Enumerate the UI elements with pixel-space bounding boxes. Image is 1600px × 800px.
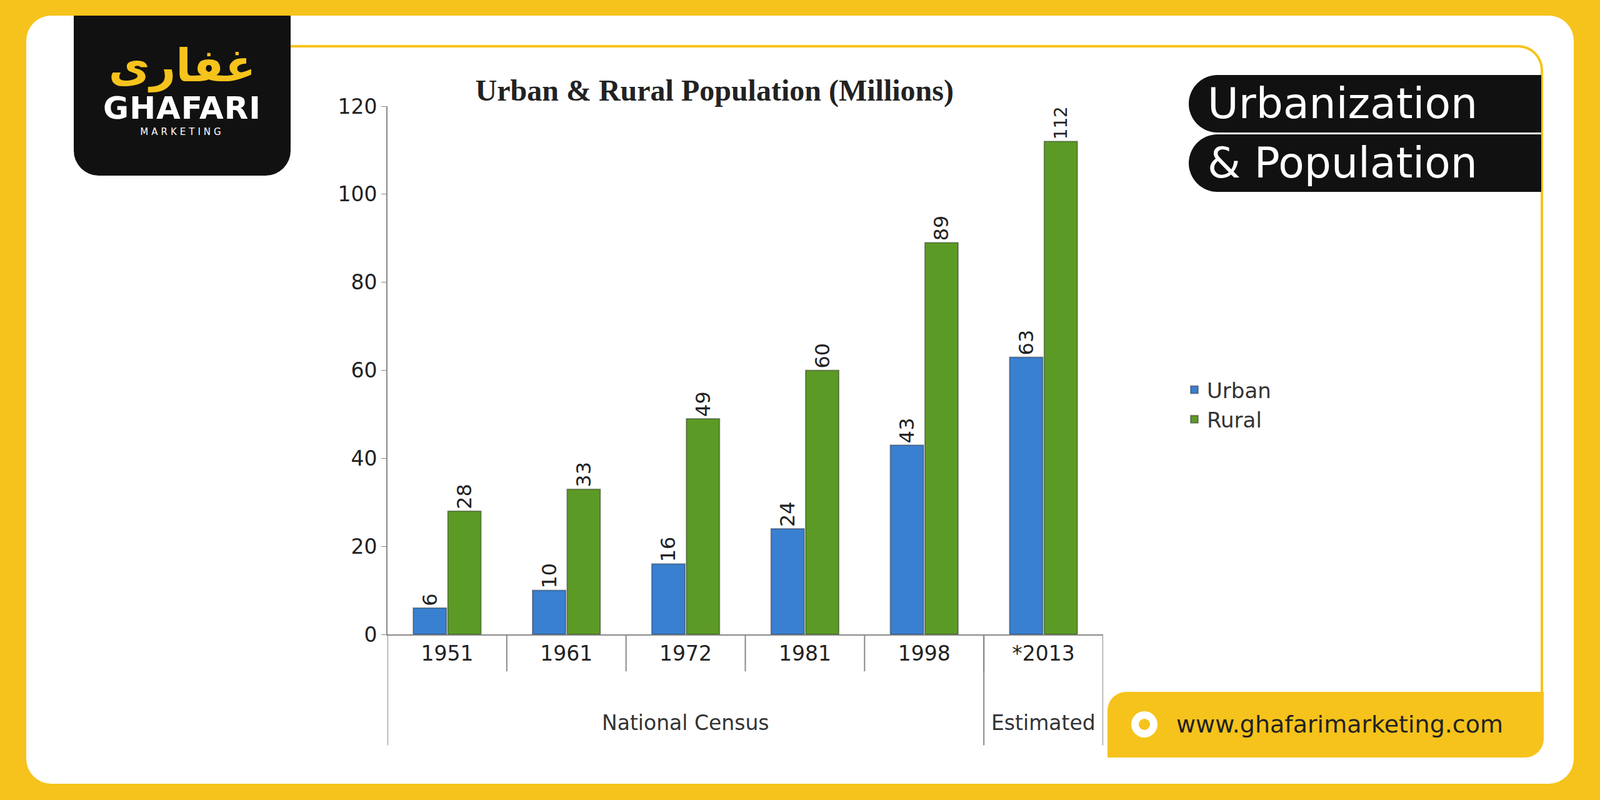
svg-text:112: 112 <box>1050 106 1072 140</box>
svg-text:Urban & Rural Population (Mill: Urban & Rural Population (Millions) <box>475 73 954 108</box>
svg-text:49: 49 <box>691 391 715 417</box>
svg-text:1998: 1998 <box>898 641 951 666</box>
svg-text:1981: 1981 <box>778 641 832 666</box>
svg-text:60: 60 <box>350 358 377 383</box>
svg-text:120: 120 <box>337 94 377 119</box>
svg-text:20: 20 <box>350 534 377 559</box>
html-text:GHAFARI: GHAFARI <box>103 90 262 127</box>
svg-text:1961: 1961 <box>540 641 593 666</box>
svg-text:80: 80 <box>350 270 377 295</box>
html-text:& Population: & Population <box>1207 138 1478 188</box>
html-text:MARKETING: MARKETING <box>140 126 225 138</box>
svg-text:1951: 1951 <box>420 641 474 666</box>
svg-text:16: 16 <box>656 536 680 563</box>
html-text:غفاری: غفاری <box>108 39 256 92</box>
svg-text:89: 89 <box>929 215 954 242</box>
svg-text:60: 60 <box>810 343 835 369</box>
html-text:Urbanization: Urbanization <box>1207 78 1478 129</box>
svg-text:Rural: Rural <box>1206 407 1262 433</box>
svg-text:National Census: National Census <box>601 710 770 735</box>
svg-text:43: 43 <box>895 417 919 444</box>
svg-text:1972: 1972 <box>659 641 712 666</box>
svg-text:6: 6 <box>418 593 442 606</box>
svg-text:Estimated: Estimated <box>991 710 1096 735</box>
svg-text:Urban: Urban <box>1206 378 1272 404</box>
html-text:www.ghafarimarketing.com: www.ghafarimarketing.com <box>1176 710 1504 739</box>
svg-text:0: 0 <box>363 622 377 647</box>
svg-text:24: 24 <box>775 501 800 527</box>
svg-text:40: 40 <box>350 446 377 471</box>
svg-text:63: 63 <box>1014 330 1039 356</box>
svg-text:10: 10 <box>537 563 562 589</box>
svg-text:100: 100 <box>337 181 377 207</box>
svg-text:*2013: *2013 <box>1011 641 1075 666</box>
svg-text:33: 33 <box>571 461 596 488</box>
svg-text:28: 28 <box>452 483 477 510</box>
